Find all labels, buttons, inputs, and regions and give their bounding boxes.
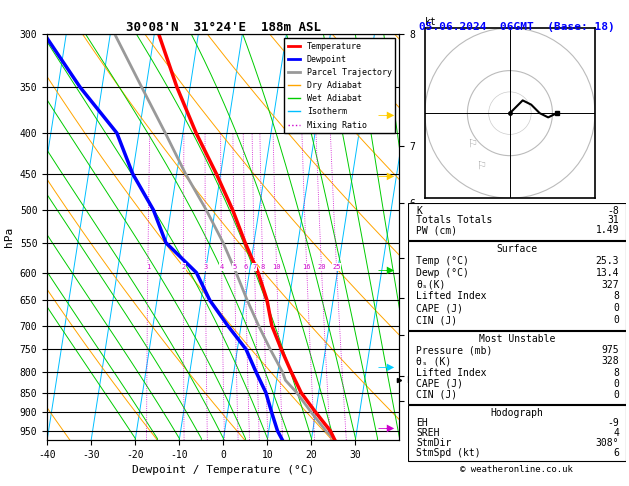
Text: —▶: —▶ [378,264,395,275]
Legend: Temperature, Dewpoint, Parcel Trajectory, Dry Adiabat, Wet Adiabat, Isotherm, Mi: Temperature, Dewpoint, Parcel Trajectory… [284,38,395,133]
Text: Lifted Index: Lifted Index [416,292,487,301]
Text: Lifted Index: Lifted Index [416,367,487,378]
Text: 16: 16 [303,264,311,270]
Text: 1: 1 [146,264,150,270]
FancyBboxPatch shape [408,331,626,404]
Text: SREH: SREH [416,428,440,438]
FancyBboxPatch shape [408,241,626,330]
Text: 327: 327 [602,279,620,290]
Text: Totals Totals: Totals Totals [416,215,493,226]
Text: PW (cm): PW (cm) [416,225,457,235]
Text: -9: -9 [608,418,620,428]
Text: CAPE (J): CAPE (J) [416,379,464,389]
Text: StmSpd (kt): StmSpd (kt) [416,449,481,458]
Text: © weatheronline.co.uk: © weatheronline.co.uk [460,465,573,473]
Text: 975: 975 [602,346,620,355]
Text: —▶: —▶ [378,362,395,372]
Text: -8: -8 [608,206,620,216]
Text: CIN (J): CIN (J) [416,390,457,400]
Text: 6: 6 [243,264,247,270]
Text: —▶: —▶ [378,110,395,120]
Text: CIN (J): CIN (J) [416,315,457,325]
Text: 25.3: 25.3 [596,256,620,266]
Y-axis label: km
ASL: km ASL [423,215,440,237]
Text: 13.4: 13.4 [596,268,620,278]
Text: θₛ(K): θₛ(K) [416,279,446,290]
Text: 8: 8 [613,367,620,378]
Text: Dewp (°C): Dewp (°C) [416,268,469,278]
Title: 30°08'N  31°24'E  188m ASL: 30°08'N 31°24'E 188m ASL [126,21,321,34]
Text: 5: 5 [233,264,237,270]
Text: 1.49: 1.49 [596,225,620,235]
Y-axis label: hPa: hPa [4,227,14,247]
Text: ⚐: ⚐ [467,139,477,149]
Text: Pressure (mb): Pressure (mb) [416,346,493,355]
Text: LCL: LCL [406,376,421,385]
Text: θₛ (K): θₛ (K) [416,356,452,366]
Text: StmDir: StmDir [416,438,452,448]
Text: 2: 2 [181,264,186,270]
FancyBboxPatch shape [408,405,626,461]
Text: 308°: 308° [596,438,620,448]
Text: Surface: Surface [496,244,537,254]
Text: 8: 8 [613,292,620,301]
Text: 31: 31 [608,215,620,226]
Text: 6: 6 [613,449,620,458]
Text: CAPE (J): CAPE (J) [416,303,464,313]
Text: 20: 20 [317,264,326,270]
Text: Temp (°C): Temp (°C) [416,256,469,266]
Text: K: K [416,206,422,216]
Text: 10: 10 [272,264,281,270]
Text: 05.06.2024  06GMT  (Base: 18): 05.06.2024 06GMT (Base: 18) [419,21,615,32]
FancyBboxPatch shape [408,203,626,240]
Text: Most Unstable: Most Unstable [479,334,555,344]
Text: ⚐: ⚐ [476,160,486,171]
Text: 25: 25 [332,264,341,270]
Text: kt: kt [425,17,437,27]
Text: 3: 3 [203,264,208,270]
Text: 4: 4 [613,428,620,438]
Text: Hodograph: Hodograph [490,408,543,418]
Text: 0: 0 [613,315,620,325]
Text: EH: EH [416,418,428,428]
Text: 7: 7 [252,264,257,270]
Text: 0: 0 [613,303,620,313]
Text: 0: 0 [613,390,620,400]
Text: 8: 8 [260,264,265,270]
Text: —▶: —▶ [378,423,395,433]
Text: 328: 328 [602,356,620,366]
Text: —▶: —▶ [378,171,395,181]
Text: 0: 0 [613,379,620,389]
Text: 4: 4 [220,264,224,270]
X-axis label: Dewpoint / Temperature (°C): Dewpoint / Temperature (°C) [132,465,314,475]
